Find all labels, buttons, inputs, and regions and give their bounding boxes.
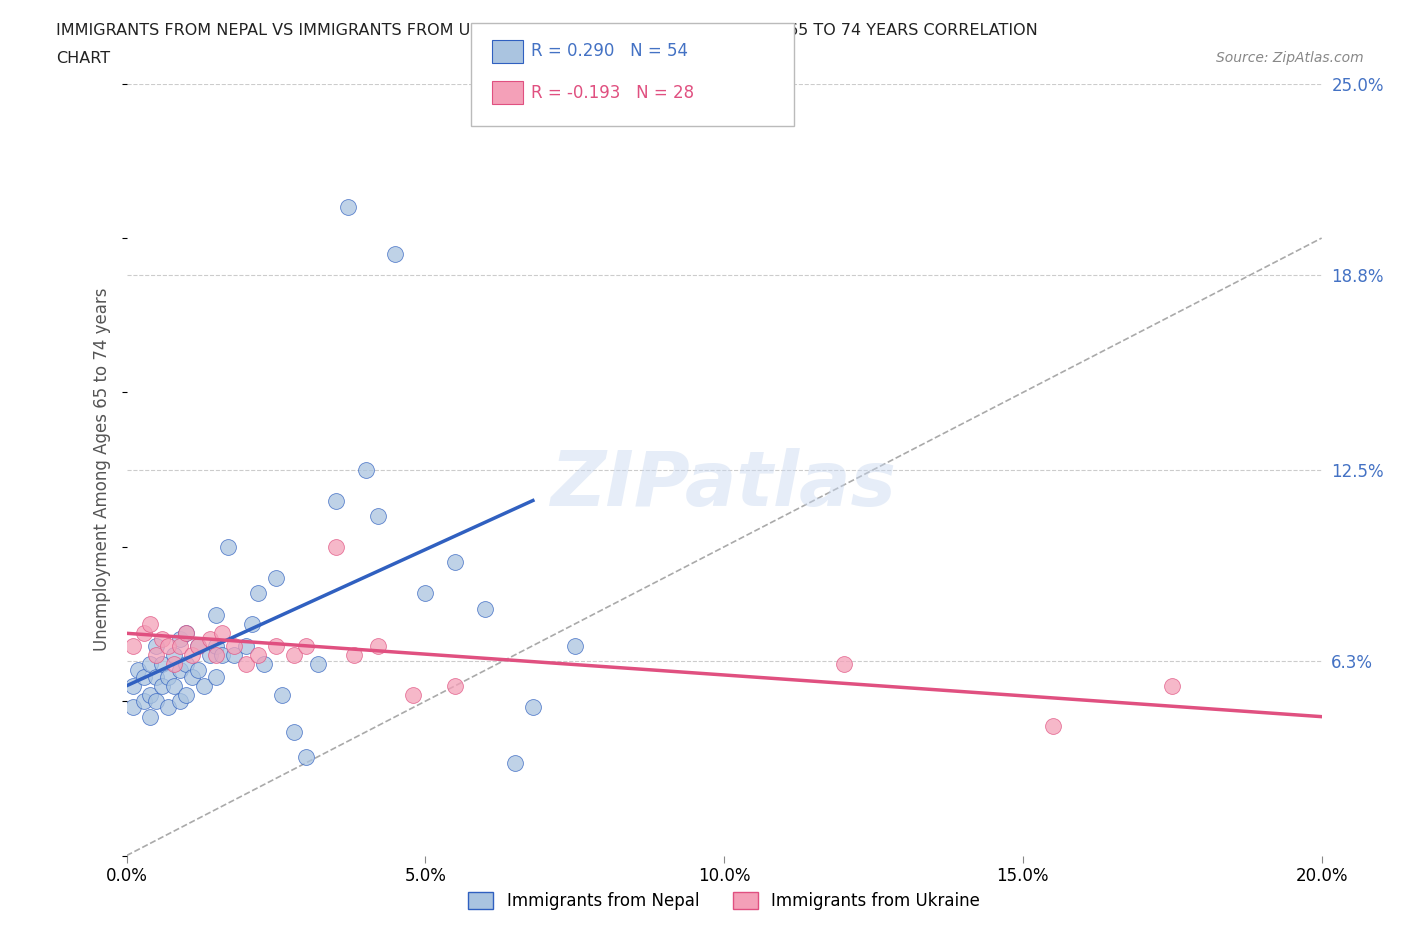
Point [163, 647, 186, 662]
Point [145, 638, 167, 653]
Point [157, 700, 180, 715]
Point [205, 647, 228, 662]
Point [211, 626, 233, 641]
Point [264, 638, 287, 653]
Legend: Immigrants from Nepal, Immigrants from Ukraine: Immigrants from Nepal, Immigrants from U… [461, 885, 987, 917]
Point [205, 638, 228, 653]
Point [240, 617, 263, 631]
Point [1042, 719, 1064, 734]
Point [444, 555, 467, 570]
Point [134, 626, 156, 641]
Point [366, 638, 388, 653]
Point [169, 694, 191, 709]
Text: CHART: CHART [56, 51, 110, 66]
Point [181, 647, 204, 662]
Point [145, 647, 167, 662]
Text: R = -0.193   N = 28: R = -0.193 N = 28 [531, 84, 695, 102]
Point [283, 647, 305, 662]
Point [832, 657, 855, 671]
Point [294, 750, 316, 764]
Point [169, 638, 191, 653]
Point [174, 626, 197, 641]
Point [325, 539, 347, 554]
Point [205, 669, 228, 684]
Point [264, 570, 287, 585]
Point [174, 626, 197, 641]
Point [152, 657, 174, 671]
Point [354, 462, 377, 477]
Point [211, 647, 233, 662]
Point [157, 638, 180, 653]
Point [474, 601, 496, 616]
Point [139, 710, 162, 724]
Text: Source: ZipAtlas.com: Source: ZipAtlas.com [1216, 51, 1364, 65]
Point [174, 687, 197, 702]
Point [1161, 678, 1184, 693]
Point [222, 647, 246, 662]
Point [193, 678, 215, 693]
Text: IMMIGRANTS FROM NEPAL VS IMMIGRANTS FROM UKRAINE UNEMPLOYMENT AMONG AGES 65 TO 7: IMMIGRANTS FROM NEPAL VS IMMIGRANTS FROM… [56, 23, 1038, 38]
Point [307, 657, 329, 671]
Point [163, 657, 186, 671]
Point [169, 663, 191, 678]
Point [157, 669, 180, 684]
Point [145, 669, 167, 684]
Text: R = 0.290   N = 54: R = 0.290 N = 54 [531, 42, 689, 60]
Point [163, 678, 186, 693]
Point [139, 687, 162, 702]
Point [152, 678, 174, 693]
Point [127, 663, 149, 678]
Point [217, 539, 239, 554]
Point [247, 586, 270, 601]
Point [134, 669, 156, 684]
Point [187, 663, 209, 678]
Point [139, 617, 162, 631]
Y-axis label: Unemployment Among Ages 65 to 74 years: Unemployment Among Ages 65 to 74 years [93, 288, 111, 651]
Point [169, 632, 191, 647]
Point [384, 246, 406, 261]
Point [181, 669, 204, 684]
Point [121, 678, 143, 693]
Point [139, 657, 162, 671]
Point [134, 694, 156, 709]
Point [174, 657, 197, 671]
Point [235, 657, 257, 671]
Text: ZIPatlas: ZIPatlas [551, 448, 897, 522]
Point [187, 638, 209, 653]
Point [336, 200, 359, 215]
Point [522, 700, 544, 715]
Point [235, 638, 257, 653]
Point [121, 638, 143, 653]
Point [415, 586, 437, 601]
Point [564, 638, 586, 653]
Point [187, 638, 209, 653]
Point [283, 724, 305, 739]
Point [366, 509, 388, 524]
Point [145, 694, 167, 709]
Point [247, 647, 270, 662]
Point [200, 632, 222, 647]
Point [121, 700, 143, 715]
Point [270, 687, 294, 702]
Point [294, 638, 316, 653]
Point [205, 607, 228, 622]
Point [152, 632, 174, 647]
Point [343, 647, 366, 662]
Point [444, 678, 467, 693]
Point [325, 493, 347, 508]
Point [222, 638, 246, 653]
Point [200, 647, 222, 662]
Point [253, 657, 276, 671]
Point [402, 687, 425, 702]
Point [503, 755, 526, 770]
